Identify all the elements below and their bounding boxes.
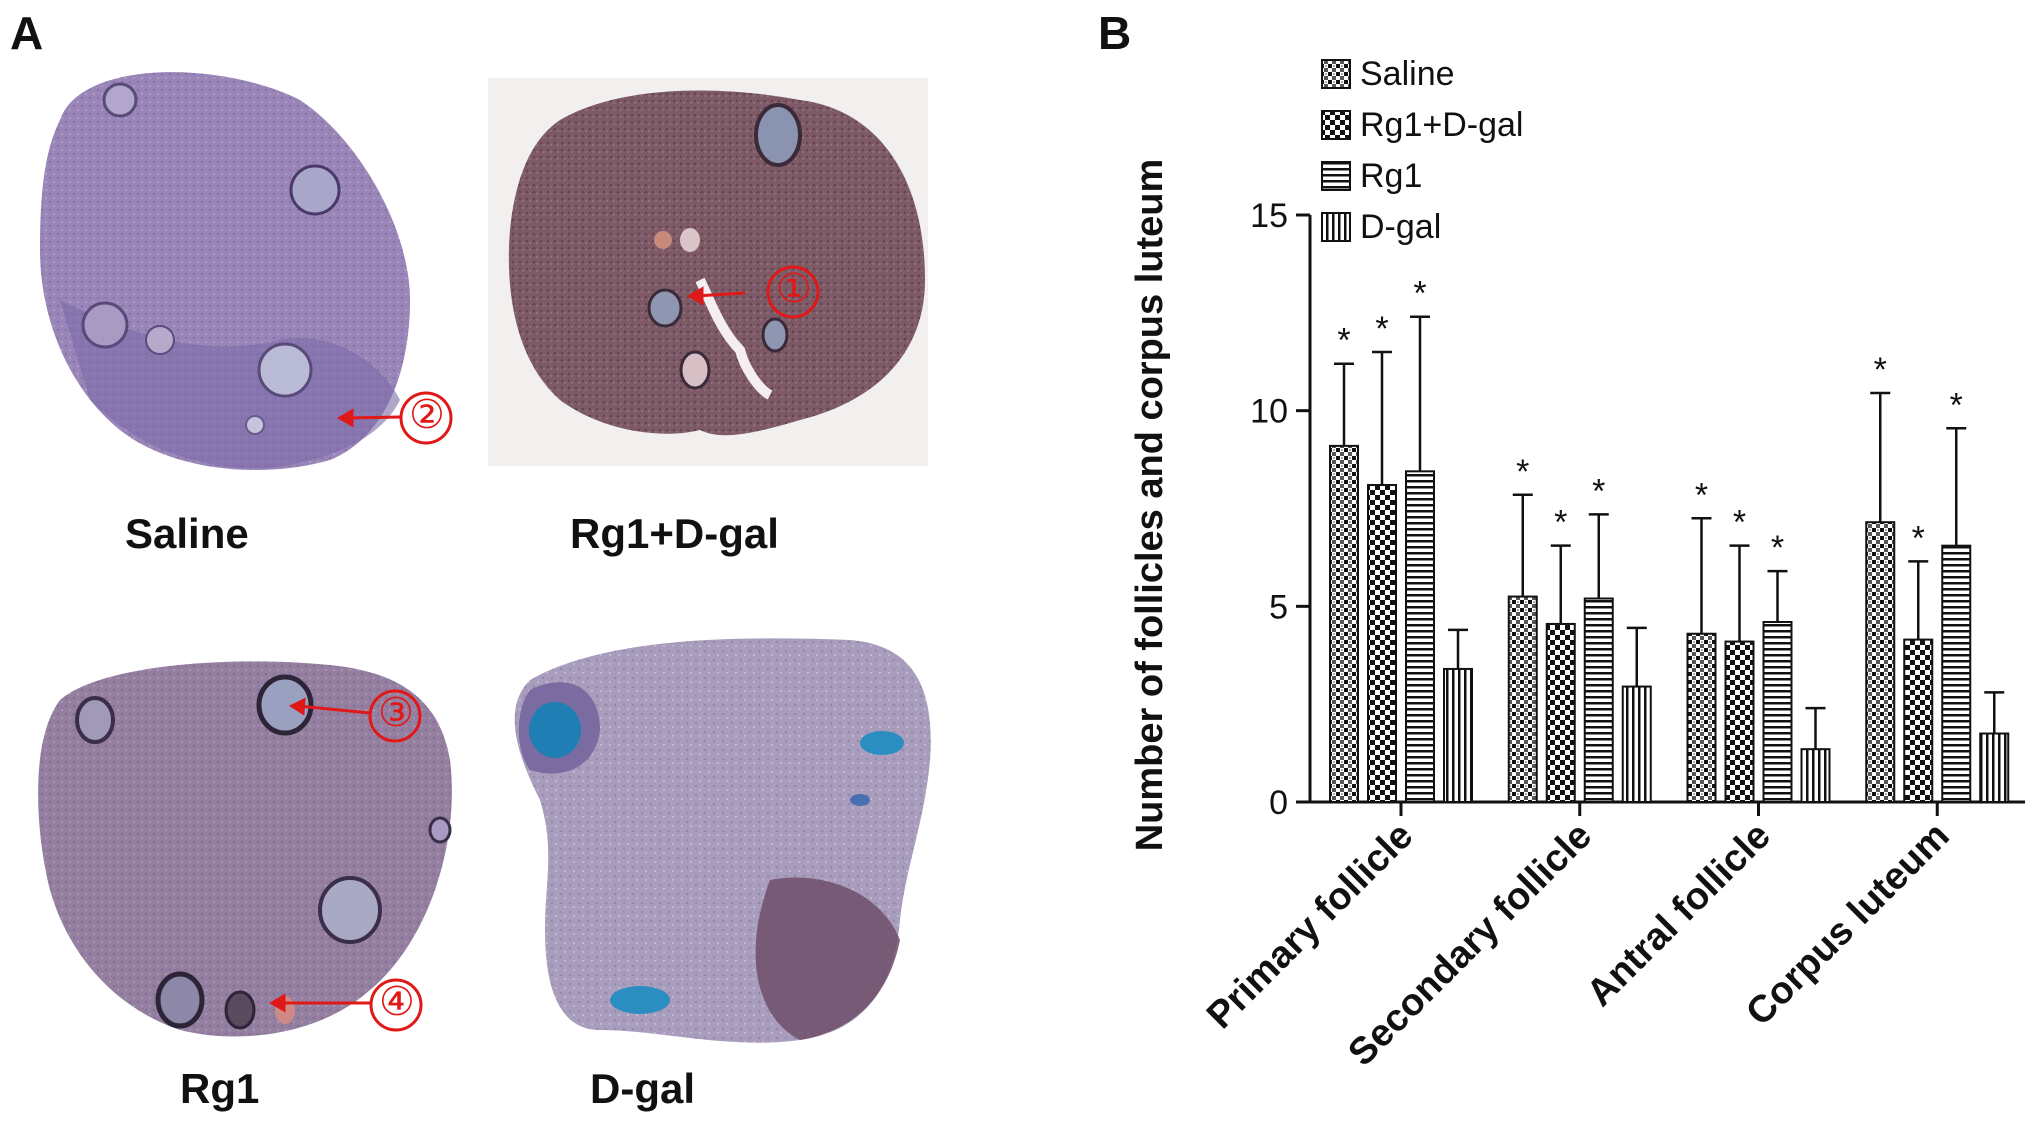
legend-label: Rg1+D-gal [1360,106,1523,144]
bar [1800,748,1831,803]
caption-rg1: Rg1 [180,1065,260,1112]
significance-mark: * [1950,386,1963,424]
caption-dgal: D-gal [590,1065,695,1112]
x-category-label: Antral follicle [1579,815,1779,1015]
bar [1405,470,1435,803]
saline-micrograph [40,72,410,470]
significance-mark: * [1337,322,1350,360]
bar [1865,521,1896,803]
bar [1545,622,1576,804]
marker-3: ③ [378,691,414,735]
legend-label: D-gal [1360,208,1441,246]
rg1-dgal-micrograph [488,78,928,466]
bar [1903,638,1934,804]
rg1-micrograph [38,661,452,1037]
bar [1583,597,1614,803]
bar [1724,640,1755,804]
y-tick-label: 5 [1269,588,1288,626]
legend-label: Rg1 [1360,157,1422,195]
panel-a-micrographs [38,72,931,1043]
significance-mark: * [1771,529,1784,567]
significance-mark: * [1733,504,1746,542]
significance-mark: * [1874,351,1887,389]
significance-mark: * [1516,453,1529,491]
caption-rg1-dgal: Rg1+D-gal [570,510,779,557]
significance-mark: * [1592,472,1605,510]
marker-4: ④ [379,980,415,1024]
bar [1686,632,1717,804]
y-tick-label: 0 [1269,784,1288,822]
bar [1507,595,1538,803]
bar [1979,732,2010,803]
panel-b-label: B [1098,7,1132,59]
bar [1329,444,1359,803]
significance-mark: * [1695,476,1708,514]
marker-1: ① [776,267,812,311]
bar [1762,620,1793,804]
marker-2: ② [409,393,445,437]
annotation-arrows [269,286,746,1013]
bar [1621,685,1652,803]
legend-swatch [1321,59,1351,89]
legend-label: Saline [1360,55,1455,93]
significance-mark: * [1375,310,1388,348]
significance-mark: * [1413,275,1426,313]
significance-mark: * [1912,519,1925,557]
y-tick-label: 15 [1250,197,1288,235]
y-axis-label: Number of follicles and corpus luteum [1129,159,1171,852]
bar [1367,484,1397,803]
panel-a-label: A [10,7,44,59]
bar [1443,667,1473,803]
bar [1941,544,1972,804]
legend-swatch [1321,161,1351,191]
legend-swatch [1321,212,1351,242]
significance-mark: * [1554,504,1567,542]
caption-saline: Saline [125,510,249,557]
y-tick-label: 10 [1250,393,1288,431]
dgal-micrograph [514,638,931,1043]
legend-swatch [1321,110,1351,140]
